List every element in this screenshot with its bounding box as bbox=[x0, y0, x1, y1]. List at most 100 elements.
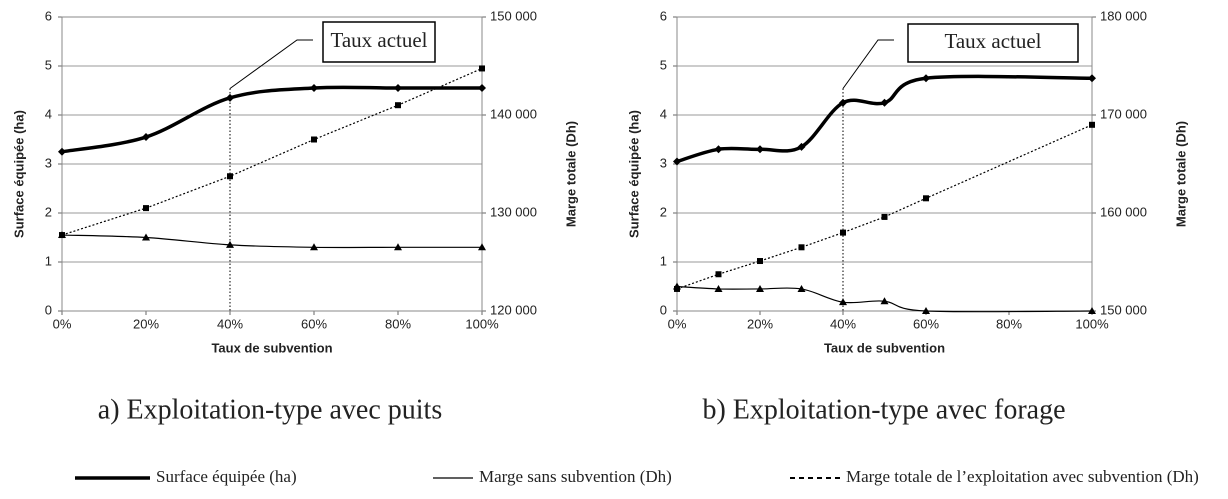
y-tick-label: 1 bbox=[660, 253, 667, 268]
x-axis-label: Taux de subvention bbox=[211, 340, 332, 355]
data-point bbox=[1088, 74, 1096, 83]
data-point bbox=[798, 244, 805, 251]
annotation-box bbox=[907, 23, 1079, 63]
data-point bbox=[756, 145, 764, 154]
y-tick-label: 2 bbox=[660, 204, 667, 219]
x-tick-label: 100% bbox=[1075, 316, 1109, 331]
data-point bbox=[674, 285, 680, 292]
x-tick-label: 20% bbox=[133, 316, 159, 331]
data-point bbox=[310, 243, 318, 251]
annotation-box bbox=[322, 21, 436, 63]
y2-axis-label: Marge totale (Dh) bbox=[1173, 121, 1188, 227]
y-tick-label: 4 bbox=[45, 106, 52, 121]
data-point bbox=[797, 142, 806, 151]
x-tick-label: 40% bbox=[217, 316, 243, 331]
y2-tick-label: 120 000 bbox=[490, 302, 537, 317]
y-tick-label: 1 bbox=[45, 253, 52, 268]
data-point bbox=[797, 284, 806, 292]
plot-frame bbox=[61, 16, 483, 312]
y-tick-label: 0 bbox=[45, 302, 52, 317]
series-line bbox=[61, 234, 482, 249]
data-point bbox=[310, 84, 318, 93]
data-point bbox=[311, 136, 317, 143]
y-axis-label: Surface équipée (ha) bbox=[626, 110, 641, 238]
data-point bbox=[478, 243, 486, 251]
data-point bbox=[479, 65, 485, 72]
annotation: Taux actuel bbox=[944, 29, 1041, 53]
y2-tick-label: 160 000 bbox=[1100, 204, 1147, 219]
data-point bbox=[715, 271, 722, 278]
x-tick-label: 60% bbox=[913, 316, 939, 331]
data-point bbox=[714, 284, 723, 292]
data-point bbox=[880, 297, 889, 305]
x-tick-label: 0% bbox=[668, 316, 687, 331]
y-tick-label: 6 bbox=[45, 8, 52, 23]
annotation-leader bbox=[842, 39, 894, 89]
x-tick-label: 80% bbox=[996, 316, 1022, 331]
caption: b) Exploitation-type avec forage bbox=[702, 394, 1065, 425]
x-tick-label: 60% bbox=[301, 316, 327, 331]
data-point bbox=[756, 284, 764, 292]
data-point bbox=[395, 102, 401, 109]
series-line bbox=[61, 85, 482, 154]
y2-tick-label: 140 000 bbox=[490, 106, 537, 121]
data-point bbox=[394, 243, 402, 251]
series-line bbox=[676, 285, 1093, 313]
data-point bbox=[58, 147, 66, 156]
y2-tick-label: 150 000 bbox=[1100, 302, 1147, 317]
y2-tick-label: 150 000 bbox=[490, 8, 537, 23]
annotation: Taux actuel bbox=[330, 28, 427, 52]
legend-label: Surface équipée (ha) bbox=[156, 467, 297, 486]
x-tick-label: 0% bbox=[53, 316, 72, 331]
y2-tick-label: 180 000 bbox=[1100, 8, 1147, 23]
y-tick-label: 2 bbox=[45, 204, 52, 219]
x-tick-label: 40% bbox=[830, 316, 856, 331]
y-axis-label: Surface équipée (ha) bbox=[11, 110, 26, 238]
data-point bbox=[142, 233, 150, 241]
x-tick-label: 20% bbox=[747, 316, 773, 331]
y-tick-label: 5 bbox=[660, 57, 667, 72]
y-tick-label: 0 bbox=[660, 302, 667, 317]
data-point bbox=[880, 98, 889, 107]
data-point bbox=[714, 145, 723, 154]
x-tick-label: 100% bbox=[465, 316, 499, 331]
data-point bbox=[59, 232, 65, 239]
data-point bbox=[840, 229, 846, 236]
series-line bbox=[676, 124, 1093, 290]
data-point bbox=[923, 195, 929, 202]
data-point bbox=[1088, 307, 1096, 314]
data-point bbox=[839, 98, 847, 107]
x-axis-label: Taux de subvention bbox=[824, 340, 945, 355]
data-point bbox=[142, 133, 150, 142]
legend-label: Marge sans subvention (Dh) bbox=[479, 467, 672, 486]
y-tick-label: 3 bbox=[660, 155, 667, 170]
y2-axis-label: Marge totale (Dh) bbox=[563, 121, 578, 227]
data-point bbox=[226, 93, 234, 102]
data-point bbox=[881, 213, 888, 220]
data-point bbox=[757, 258, 763, 265]
caption: a) Exploitation-type avec puits bbox=[98, 394, 442, 425]
data-point bbox=[673, 157, 681, 166]
y2-tick-label: 130 000 bbox=[490, 204, 537, 219]
data-point bbox=[226, 240, 234, 248]
annotation-leader bbox=[229, 39, 313, 89]
y-tick-label: 3 bbox=[45, 155, 52, 170]
data-point bbox=[1089, 121, 1095, 128]
data-point bbox=[478, 84, 486, 93]
y-tick-label: 5 bbox=[45, 57, 52, 72]
x-tick-label: 80% bbox=[385, 316, 411, 331]
data-point bbox=[143, 205, 149, 212]
y2-tick-label: 170 000 bbox=[1100, 106, 1147, 121]
y-tick-label: 6 bbox=[660, 8, 667, 23]
data-point bbox=[839, 298, 847, 306]
series-line bbox=[676, 74, 1093, 164]
data-point bbox=[922, 74, 930, 83]
data-point bbox=[227, 173, 233, 180]
series-line bbox=[61, 67, 483, 236]
legend-label: Marge totale de l’exploitation avec subv… bbox=[846, 467, 1199, 486]
y-tick-label: 4 bbox=[660, 106, 667, 121]
data-point bbox=[922, 307, 930, 314]
data-point bbox=[394, 84, 402, 93]
